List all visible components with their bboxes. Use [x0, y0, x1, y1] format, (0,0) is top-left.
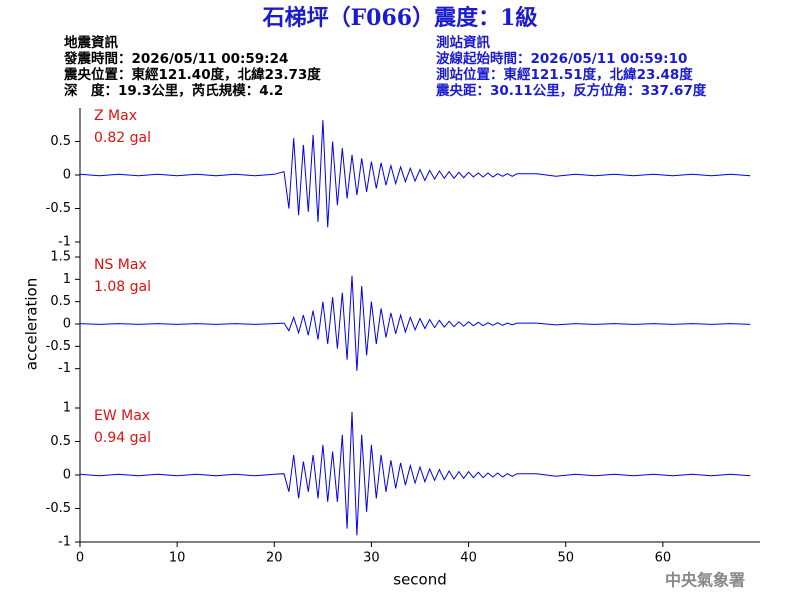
x-tick-label: 10	[169, 551, 186, 566]
y-tick-label: -1	[58, 361, 71, 376]
trace	[79, 275, 751, 371]
peak-label: 1.08 gal	[94, 279, 151, 295]
trace	[79, 411, 751, 536]
y-tick-label: -0.5	[46, 501, 71, 516]
info-left: 震央位置：東經121.40度，北緯23.73度	[63, 66, 321, 83]
y-tick-label: 0.5	[50, 294, 71, 309]
y-tick-label: 0	[63, 168, 71, 183]
x-tick-label: 20	[266, 551, 283, 566]
component-label: NS Max	[94, 257, 147, 273]
info-left: 深 度：19.3公里，芮氏規模：4.2	[64, 82, 283, 99]
peak-label: 0.94 gal	[94, 430, 151, 446]
component-label: EW Max	[94, 408, 150, 424]
info-right: 波線起始時間：2026/05/11 00:59:10	[436, 50, 687, 67]
y-tick-label: 0	[63, 317, 71, 332]
x-tick-label: 0	[76, 551, 84, 566]
y-tick-label: 0.5	[50, 434, 71, 449]
info-left: 發震時間：2026/05/11 00:59:24	[63, 50, 288, 67]
footer: 中央氣象署	[665, 571, 745, 590]
y-tick-label: 1.5	[50, 250, 71, 265]
info-right: 震央距：30.11公里，反方位角：337.67度	[435, 82, 707, 99]
y-tick-label: -0.5	[46, 339, 71, 354]
title: 石梯坪（F066）震度：1級	[262, 5, 538, 31]
info-right: 測站位置：東經121.51度，北緯23.48度	[436, 66, 693, 83]
info-left: 地震資訊	[64, 34, 118, 51]
y-axis-label: acceleration	[23, 278, 41, 370]
x-tick-label: 50	[557, 551, 574, 566]
x-axis-label: second	[393, 571, 447, 589]
y-tick-label: -0.5	[46, 201, 71, 216]
y-tick-label: -1	[58, 235, 71, 250]
x-tick-label: 40	[460, 551, 477, 566]
y-tick-label: 1	[63, 272, 71, 287]
trace	[79, 120, 751, 228]
y-tick-label: 1	[63, 401, 71, 416]
x-tick-label: 30	[363, 551, 380, 566]
y-tick-label: 0.5	[50, 134, 71, 149]
x-tick-label: 60	[655, 551, 672, 566]
y-tick-label: -1	[58, 535, 71, 550]
info-right: 測站資訊	[436, 34, 490, 51]
peak-label: 0.82 gal	[94, 130, 151, 146]
y-tick-label: 0	[63, 468, 71, 483]
component-label: Z Max	[94, 108, 137, 124]
